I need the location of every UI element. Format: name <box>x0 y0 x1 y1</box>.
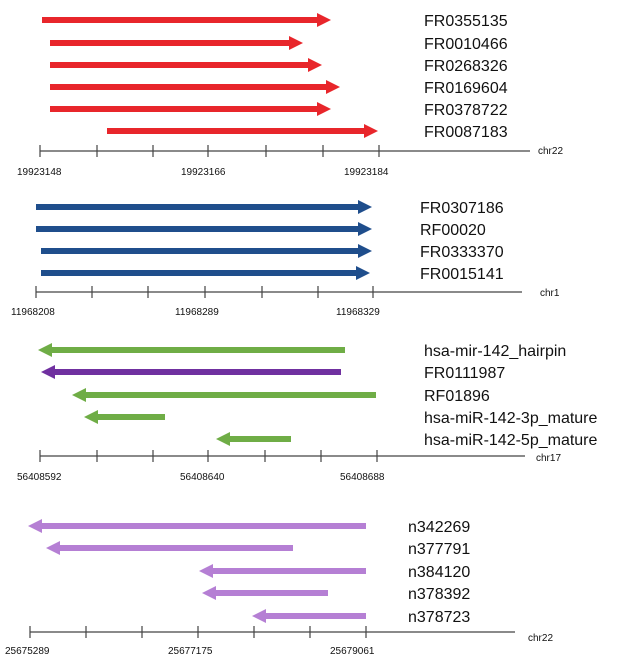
feature-label: FR0111987 <box>424 365 505 382</box>
panel-2: FR0307186 RF00020 FR0333370 FR0015141 11… <box>11 200 560 318</box>
arrow-track-feature-5 <box>252 609 366 623</box>
feature-label: FR0015141 <box>420 266 504 283</box>
arrow-track-feature-1 <box>28 519 366 533</box>
coordinate-axis <box>39 145 530 157</box>
feature-label: RF01896 <box>424 388 490 405</box>
tick-label: 56408688 <box>340 472 385 483</box>
arrow-track-feature-2 <box>50 36 303 50</box>
feature-label: RF00020 <box>420 222 486 239</box>
feature-label: n342269 <box>408 519 470 536</box>
feature-label: n377791 <box>408 541 470 558</box>
chromosome-label: chr1 <box>540 288 560 299</box>
arrow-track-feature-2 <box>36 222 372 236</box>
feature-arrow-head <box>358 222 372 236</box>
chromosome-label: chr22 <box>528 633 553 644</box>
feature-label: FR0333370 <box>420 244 504 261</box>
arrow-track-feature-1 <box>42 13 331 27</box>
arrow-track-feature-4 <box>41 266 370 280</box>
tick-label: 19923184 <box>344 167 389 178</box>
feature-arrow-head <box>216 432 230 446</box>
feature-label: FR0355135 <box>424 13 508 30</box>
feature-arrow-head <box>317 13 331 27</box>
arrow-track-feature-5 <box>216 432 291 446</box>
feature-label: n384120 <box>408 564 470 581</box>
tick-label: 11968208 <box>11 307 55 318</box>
feature-arrow-head <box>364 124 378 138</box>
feature-arrow-head <box>326 80 340 94</box>
arrow-track-feature-4 <box>84 410 165 424</box>
feature-label: n378392 <box>408 586 470 603</box>
feature-label: FR0010466 <box>424 36 508 53</box>
coordinate-axis <box>29 626 515 638</box>
feature-arrow-head <box>72 388 86 402</box>
feature-label: n378723 <box>408 609 470 626</box>
feature-arrow-head <box>41 365 55 379</box>
arrow-track-feature-1 <box>38 343 345 357</box>
chromosome-label: chr22 <box>538 146 563 157</box>
feature-arrow-head <box>202 586 216 600</box>
tick-label: 56408640 <box>180 472 225 483</box>
tick-label: 25675289 <box>5 646 50 657</box>
arrow-track-feature-3 <box>72 388 376 402</box>
chromosome-label: chr17 <box>536 453 561 464</box>
feature-arrow-head <box>358 244 372 258</box>
feature-arrow-head <box>317 102 331 116</box>
arrow-track-feature-5 <box>50 102 331 116</box>
feature-label: hsa-mir-142_hairpin <box>424 343 566 360</box>
tick-label: 11968289 <box>175 307 219 318</box>
feature-arrow-head <box>199 564 213 578</box>
feature-label: hsa-miR-142-5p_mature <box>424 432 598 449</box>
feature-arrow-head <box>289 36 303 50</box>
arrow-track-feature-6 <box>107 124 378 138</box>
arrow-track-feature-2 <box>46 541 293 555</box>
coordinate-axis <box>35 286 522 298</box>
feature-label: FR0268326 <box>424 58 508 75</box>
tick-label: 19923148 <box>17 167 62 178</box>
coordinate-axis <box>39 450 525 462</box>
tick-label: 25679061 <box>330 646 375 657</box>
feature-label: FR0307186 <box>420 200 504 217</box>
feature-label: FR0087183 <box>424 124 508 141</box>
feature-label: FR0169604 <box>424 80 508 97</box>
arrow-track-feature-2 <box>41 365 341 379</box>
tick-label: 19923166 <box>181 167 226 178</box>
feature-arrow-head <box>358 200 372 214</box>
feature-arrow-head <box>308 58 322 72</box>
panel-4: n342269 n377791 n384120 n378392 n378723 … <box>5 519 553 657</box>
arrow-track-feature-1 <box>36 200 372 214</box>
tick-label: 11968329 <box>336 307 380 318</box>
arrow-track-feature-3 <box>50 58 322 72</box>
tick-label: 56408592 <box>17 472 62 483</box>
arrow-track-feature-3 <box>41 244 372 258</box>
arrow-track-feature-4 <box>50 80 340 94</box>
feature-arrow-head <box>252 609 266 623</box>
feature-arrow-head <box>28 519 42 533</box>
tick-label: 25677175 <box>168 646 213 657</box>
arrow-track-feature-3 <box>199 564 366 578</box>
panel-3: hsa-mir-142_hairpin FR0111987 RF01896 hs… <box>17 343 598 483</box>
feature-arrow-head <box>356 266 370 280</box>
panel-1: FR0355135 FR0010466 FR0268326 FR0169604 … <box>17 13 563 178</box>
feature-arrow-head <box>46 541 60 555</box>
feature-label: hsa-miR-142-3p_mature <box>424 410 598 427</box>
feature-arrow-head <box>84 410 98 424</box>
feature-arrow-head <box>38 343 52 357</box>
arrow-track-feature-4 <box>202 586 328 600</box>
feature-label: FR0378722 <box>424 102 508 119</box>
